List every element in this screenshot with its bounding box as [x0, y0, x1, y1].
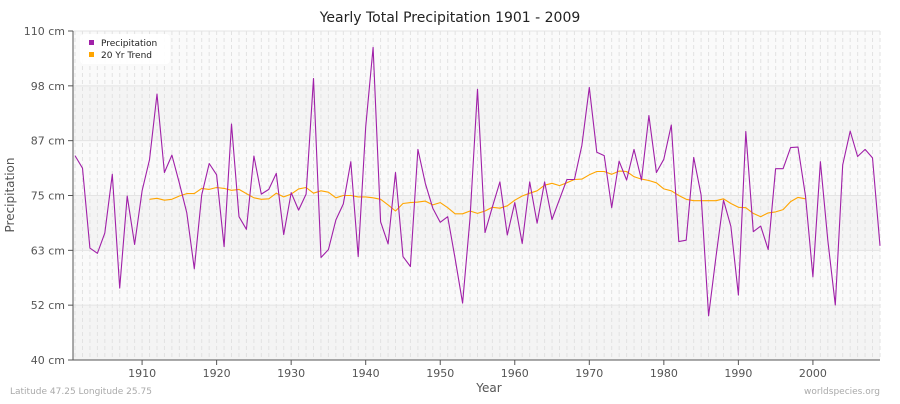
chart-title: Yearly Total Precipitation 1901 - 2009	[319, 10, 581, 26]
y-tick-label: 52 cm	[31, 299, 65, 312]
footer-location: Latitude 47.25 Longitude 25.75	[10, 387, 152, 397]
y-tick-label: 87 cm	[31, 135, 65, 148]
x-tick-label: 1940	[352, 367, 380, 380]
y-tick-label: 98 cm	[31, 80, 65, 93]
precipitation-line	[74, 46, 881, 317]
x-axis-ticks: 1910 1920 1930 1940 1950 1960 1970 1980 1990 2000	[128, 360, 827, 380]
legend-label-trend: 20 Yr Trend	[101, 51, 152, 61]
footer-source: worldspecies.org	[804, 387, 880, 397]
series-group	[74, 46, 881, 317]
x-tick-label: 1920	[203, 367, 231, 380]
legend-swatch-precipitation	[89, 40, 94, 45]
x-tick-label: 2000	[799, 367, 827, 380]
y-tick-label: 75 cm	[31, 190, 65, 203]
legend-swatch-trend	[89, 52, 94, 57]
y-axis-label: Precipitation	[3, 157, 17, 232]
legend-label-precipitation: Precipitation	[101, 39, 157, 49]
legend: Precipitation 20 Yr Trend	[80, 34, 170, 64]
x-tick-label: 1990	[724, 367, 752, 380]
x-tick-label: 1980	[650, 367, 678, 380]
trend-line	[149, 170, 806, 218]
x-tick-label: 1960	[501, 367, 529, 380]
x-tick-label: 1950	[426, 367, 454, 380]
x-axis-label: Year	[475, 381, 501, 395]
y-tick-label: 110 cm	[24, 25, 65, 38]
y-tick-label: 63 cm	[31, 244, 65, 257]
y-axis-ticks: 40 cm 52 cm 63 cm 75 cm 87 cm 98 cm 110 cm	[24, 25, 73, 367]
x-tick-label: 1910	[128, 367, 156, 380]
y-tick-label: 40 cm	[31, 354, 65, 367]
legend-box	[80, 34, 170, 64]
x-tick-label: 1930	[277, 367, 305, 380]
x-tick-label: 1970	[575, 367, 603, 380]
